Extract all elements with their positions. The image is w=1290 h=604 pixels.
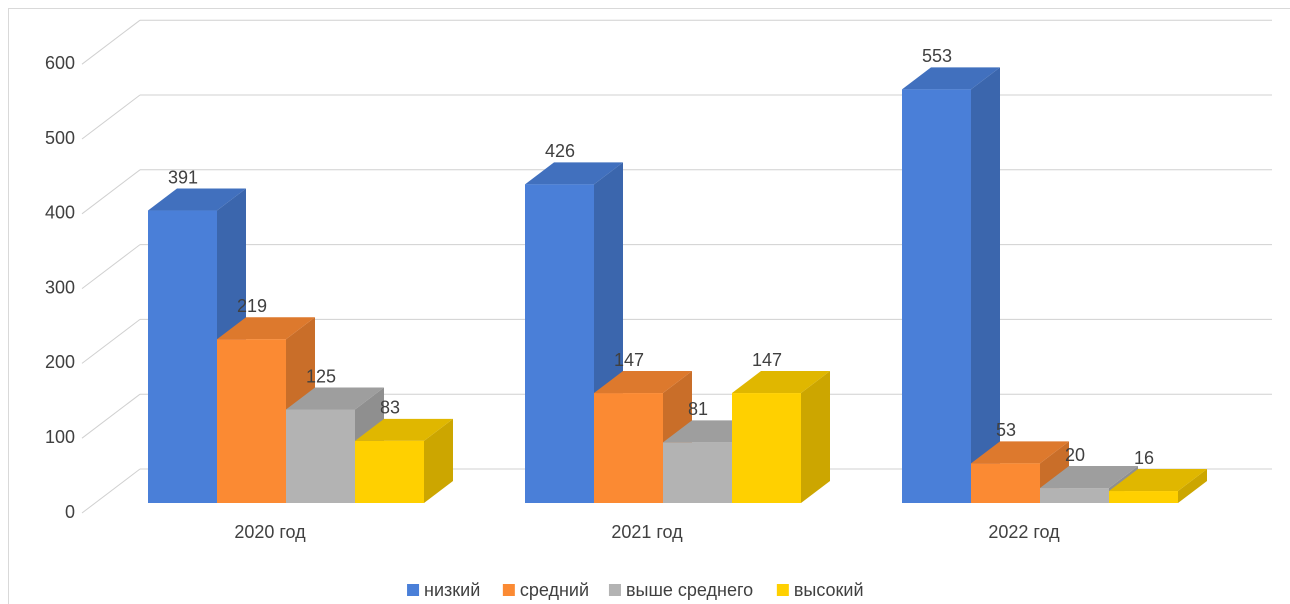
legend-label: высокий [794, 580, 864, 600]
bar-side [424, 418, 453, 503]
bar-top [732, 371, 830, 394]
bar-front [355, 440, 424, 503]
bar-side [1178, 469, 1207, 503]
bar [971, 441, 1069, 503]
wall-line [81, 319, 141, 364]
y-tick-label: 200 [45, 352, 75, 372]
data-label: 426 [545, 141, 575, 161]
bar-top [355, 418, 453, 441]
bar-front [148, 210, 217, 504]
bar-top [286, 387, 384, 410]
data-label: 53 [996, 420, 1016, 440]
bar-front [971, 463, 1040, 503]
bar-front [525, 184, 594, 504]
x-tick-label: 2020 год [234, 522, 306, 542]
bar-front [217, 339, 286, 503]
legend-swatch [502, 584, 515, 596]
legend-swatch [776, 584, 789, 596]
y-tick-label: 300 [45, 277, 75, 297]
bar-front [732, 393, 801, 503]
data-label: 16 [1134, 448, 1154, 468]
y-tick-label: 400 [45, 203, 75, 223]
data-label: 219 [237, 296, 267, 316]
wall-line [81, 94, 141, 140]
legend-label: низкий [424, 580, 480, 600]
bar-front [594, 393, 663, 503]
bar-front [1040, 488, 1109, 503]
y-tick-label: 500 [45, 128, 75, 148]
legend-label: средний [520, 580, 589, 600]
wall-line [81, 393, 141, 439]
bar-top [217, 317, 315, 340]
data-label: 147 [614, 350, 644, 370]
bar-top [148, 188, 246, 211]
bar-side [971, 67, 1000, 503]
bar [148, 188, 246, 504]
bar [732, 371, 830, 503]
bar [1109, 469, 1207, 503]
bar-front [286, 409, 355, 503]
bar-front [1109, 491, 1178, 503]
y-tick-label: 0 [65, 502, 75, 522]
y-tick-label: 100 [45, 427, 75, 447]
bar-top [902, 67, 1000, 90]
bar-top [594, 371, 692, 394]
bar-front [663, 442, 732, 503]
wall-line [81, 244, 141, 289]
wall-line [81, 468, 141, 514]
bar-top [1109, 469, 1207, 492]
data-label: 147 [752, 350, 782, 370]
data-label: 20 [1065, 445, 1085, 465]
data-label: 391 [168, 167, 198, 187]
chart-border [8, 8, 1290, 604]
bar-side [801, 371, 830, 503]
y-tick-label: 600 [45, 53, 75, 73]
data-label: 83 [380, 398, 400, 418]
legend-label: выше среднего [626, 580, 753, 600]
bar-top [1040, 466, 1138, 489]
data-label: 553 [922, 46, 952, 66]
bar [902, 67, 1000, 503]
data-label: 81 [688, 399, 708, 419]
data-label: 125 [306, 366, 336, 386]
bar-top [525, 162, 623, 185]
legend-swatch [407, 584, 420, 596]
bar-front [902, 89, 971, 503]
wall-line [81, 19, 141, 65]
x-tick-label: 2021 год [611, 522, 683, 542]
bar-top [971, 441, 1069, 464]
wall-line [81, 169, 141, 215]
x-tick-label: 2022 год [988, 522, 1060, 542]
bar [355, 418, 453, 503]
legend-swatch [608, 584, 621, 596]
